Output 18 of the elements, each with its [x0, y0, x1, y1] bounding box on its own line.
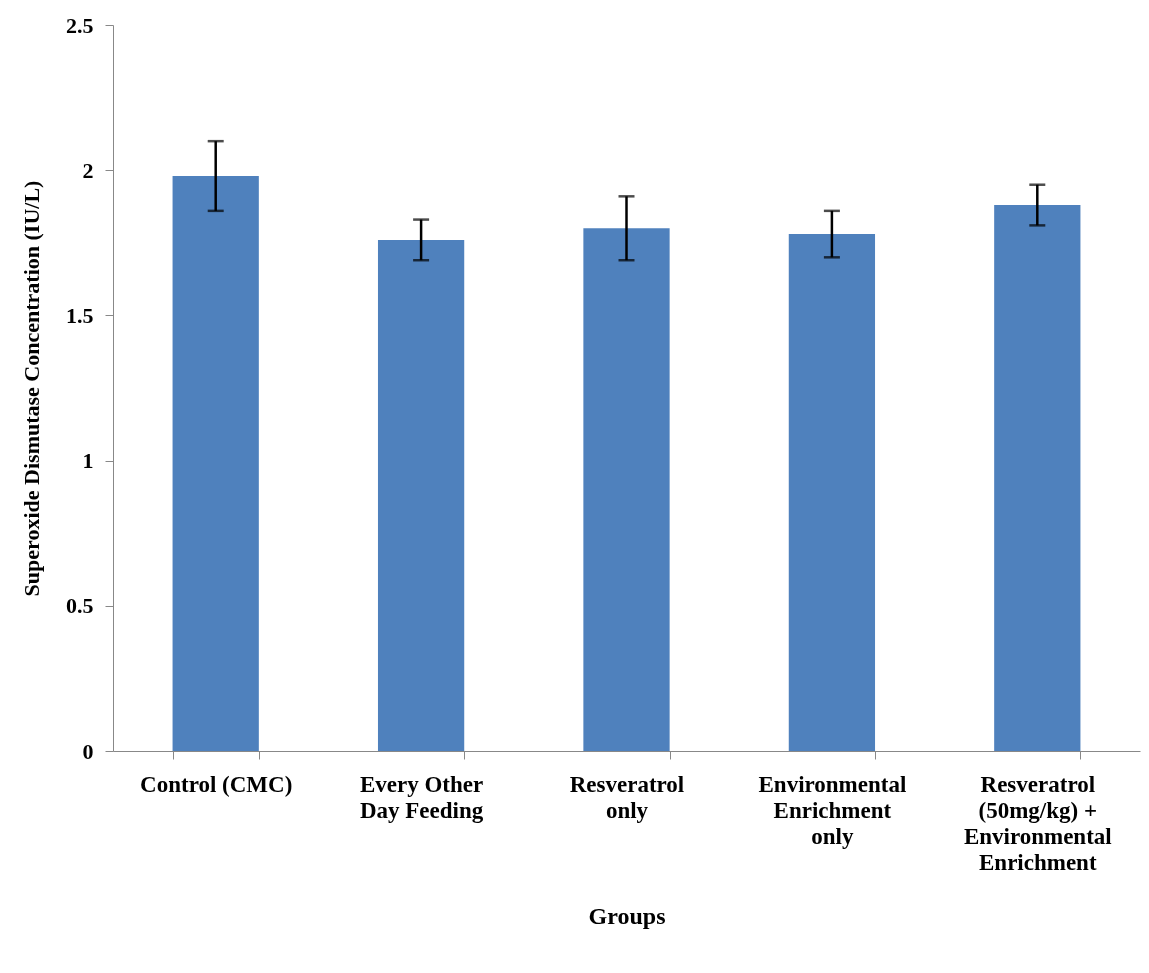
y-tick-label: 0	[82, 738, 94, 764]
y-tick-label: 2	[82, 157, 94, 183]
x-axis-title: Groups	[588, 902, 666, 929]
bar	[994, 205, 1081, 751]
x-tick-label: Resveratrol (50mg/kg) + Environmental Enrichment	[963, 771, 1112, 875]
y-tick-label: 1	[82, 448, 94, 474]
y-tick-label: 1.5	[66, 302, 94, 328]
x-tick-label: Resveratrol only	[569, 771, 685, 823]
x-tick-label: Every Other Day Feeding	[359, 771, 484, 823]
y-axis-title: Superoxide Dismutase Concentration (IU/L)	[19, 180, 44, 597]
bar	[172, 176, 259, 751]
bar	[788, 234, 876, 751]
x-tick-label: Environmental Enrichment only	[758, 771, 907, 849]
y-tick-label: 0.5	[66, 593, 94, 619]
x-tick-label: Control (CMC)	[140, 771, 293, 797]
bar	[377, 239, 465, 751]
y-tick-label: 2.5	[66, 12, 94, 38]
bar	[583, 228, 670, 751]
